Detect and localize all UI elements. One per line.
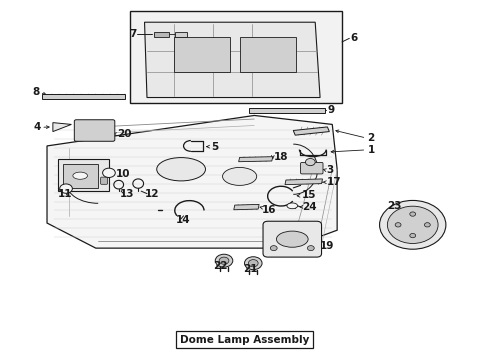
Ellipse shape (73, 172, 87, 179)
Text: 24: 24 (302, 202, 316, 212)
Bar (175, 32, 187, 37)
Polygon shape (53, 123, 71, 132)
Text: 16: 16 (261, 206, 276, 216)
Circle shape (219, 257, 228, 264)
Circle shape (248, 260, 258, 267)
Polygon shape (42, 94, 125, 99)
Bar (239, 37, 295, 72)
Text: 15: 15 (302, 190, 316, 200)
Text: 3: 3 (326, 165, 333, 175)
Text: 14: 14 (176, 215, 190, 225)
Text: 12: 12 (144, 189, 159, 199)
Text: 18: 18 (273, 152, 287, 162)
Circle shape (215, 254, 232, 267)
Text: 22: 22 (212, 261, 227, 271)
FancyBboxPatch shape (300, 162, 323, 174)
Text: 13: 13 (120, 189, 134, 199)
Circle shape (305, 158, 315, 166)
Circle shape (394, 223, 400, 227)
Polygon shape (293, 127, 329, 135)
Text: 7: 7 (129, 29, 136, 39)
Bar (62, 163, 98, 188)
Text: 5: 5 (211, 141, 218, 152)
Polygon shape (58, 159, 109, 191)
Text: 6: 6 (350, 33, 357, 43)
Ellipse shape (286, 203, 297, 209)
Text: 8: 8 (32, 87, 40, 97)
Polygon shape (144, 22, 320, 98)
Circle shape (307, 246, 314, 251)
Text: 11: 11 (58, 189, 73, 199)
Ellipse shape (157, 158, 205, 181)
Text: 4: 4 (33, 122, 41, 132)
Text: 1: 1 (366, 144, 374, 154)
Text: 19: 19 (320, 241, 334, 251)
Text: 17: 17 (326, 177, 340, 187)
Polygon shape (47, 116, 336, 248)
Text: 9: 9 (327, 105, 334, 115)
Circle shape (379, 201, 445, 249)
Bar (173, 37, 229, 72)
Polygon shape (233, 204, 259, 210)
Bar (154, 32, 168, 37)
Text: 10: 10 (116, 169, 130, 179)
Bar (130, 12, 341, 103)
Polygon shape (238, 157, 272, 162)
Circle shape (386, 206, 437, 243)
Text: 2: 2 (366, 133, 374, 143)
Circle shape (102, 168, 115, 177)
FancyBboxPatch shape (101, 177, 107, 184)
Circle shape (409, 233, 415, 238)
Circle shape (424, 223, 429, 227)
Polygon shape (249, 108, 325, 113)
Text: 23: 23 (386, 201, 401, 211)
Circle shape (270, 246, 277, 251)
Circle shape (409, 212, 415, 216)
Ellipse shape (222, 167, 256, 185)
FancyBboxPatch shape (74, 120, 115, 141)
Circle shape (60, 184, 72, 193)
Text: 20: 20 (117, 129, 131, 139)
Polygon shape (285, 179, 322, 185)
Text: Dome Lamp Assembly: Dome Lamp Assembly (180, 334, 308, 345)
FancyBboxPatch shape (263, 221, 321, 257)
Ellipse shape (276, 231, 307, 247)
Text: 21: 21 (243, 264, 257, 274)
Circle shape (244, 257, 262, 270)
